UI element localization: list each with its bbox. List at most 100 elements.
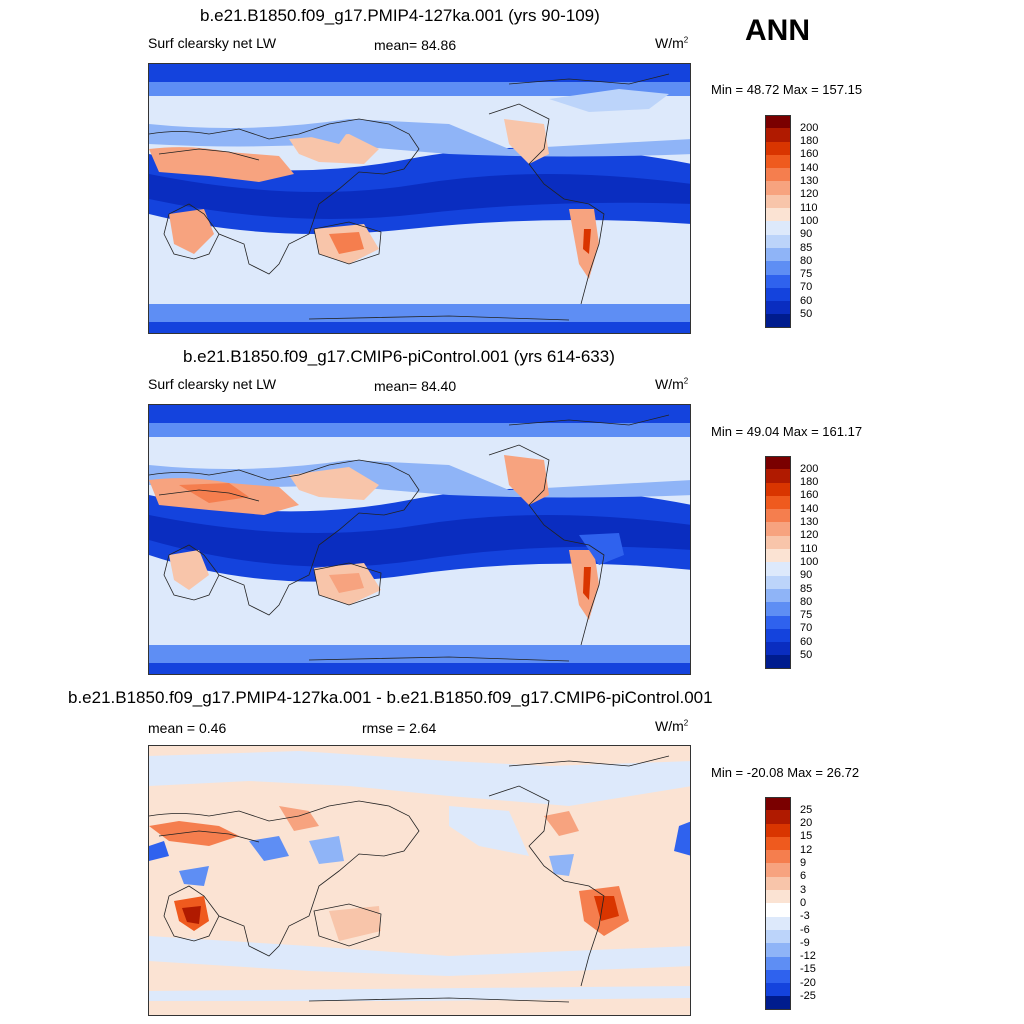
panel-1-mean-label: mean= 84.86 (374, 37, 457, 53)
colorbar-swatch (765, 943, 791, 957)
colorbar-tick-label: 85 (800, 241, 813, 254)
colorbar-swatch (765, 602, 791, 616)
colorbar-tick-label: 90 (800, 569, 813, 582)
colorbar-tick-label: 120 (800, 529, 819, 542)
colorbar-tick-label: 25 (800, 803, 813, 816)
colorbar-swatch (765, 128, 791, 142)
colorbar-tick-label: -6 (800, 923, 810, 936)
colorbar-swatch (765, 509, 791, 523)
colorbar-swatch (765, 234, 791, 248)
colorbar-swatch (765, 797, 791, 811)
colorbar-swatch (765, 562, 791, 576)
panel-2-map (148, 404, 691, 675)
colorbar-tick-label: 100 (800, 214, 819, 227)
colorbar-swatch (765, 983, 791, 997)
panel-3-units: W/m2 (655, 718, 689, 734)
colorbar-swatch (765, 549, 791, 563)
colorbar-swatch (765, 287, 791, 302)
panel-1-minmax: Min = 48.72 Max = 157.15 (711, 82, 863, 97)
colorbar-swatch (765, 876, 791, 891)
colorbar-swatch (765, 181, 791, 195)
colorbar-swatch (765, 314, 791, 328)
colorbar-tick-label: -3 (800, 910, 810, 923)
colorbar-tick-label: 180 (800, 135, 819, 148)
colorbar-tick-label: 85 (800, 582, 813, 595)
colorbar-tick-label: 200 (800, 462, 819, 475)
panel-2-mean-label: mean= 84.40 (374, 378, 457, 394)
colorbar-swatch (765, 863, 791, 877)
colorbar-swatch (765, 522, 791, 536)
colorbar-swatch (765, 194, 791, 209)
panel-1-units: W/m2 (655, 35, 689, 51)
panel-2-minmax: Min = 49.04 Max = 161.17 (711, 424, 863, 439)
panel-2-units: W/m2 (655, 376, 689, 392)
colorbar-swatch (765, 810, 791, 824)
panel-3-minmax: Min = -20.08 Max = 26.72 (711, 765, 860, 780)
colorbar-swatch (765, 469, 791, 483)
colorbar-swatch (765, 482, 791, 496)
colorbar-tick-label: 60 (800, 294, 813, 307)
colorbar-swatch (765, 221, 791, 235)
colorbar-tick-label: 80 (800, 254, 813, 267)
colorbar-swatch (765, 642, 791, 656)
colorbar-tick-label: 80 (800, 595, 813, 608)
panel-2-colorbar (765, 456, 791, 669)
colorbar-swatch (765, 575, 791, 589)
colorbar-tick-label: 70 (800, 622, 813, 635)
colorbar-tick-label: 120 (800, 188, 819, 201)
colorbar-tick-label: 180 (800, 476, 819, 489)
colorbar-swatch (765, 535, 791, 550)
colorbar-swatch (765, 836, 791, 851)
colorbar-tick-label: -15 (800, 963, 816, 976)
panel-1-variable-label: Surf clearsky net LW (148, 35, 277, 51)
colorbar-swatch (765, 903, 791, 917)
colorbar-swatch (765, 655, 791, 669)
panel-2-variable-label: Surf clearsky net LW (148, 376, 277, 392)
colorbar-tick-label: -12 (800, 950, 816, 963)
colorbar-swatch (765, 588, 791, 603)
colorbar-swatch (765, 996, 791, 1010)
colorbar-tick-label: 200 (800, 121, 819, 134)
colorbar-tick-label: 3 (800, 883, 807, 896)
colorbar-tick-label: 90 (800, 228, 813, 241)
colorbar-tick-label: 60 (800, 635, 813, 648)
colorbar-tick-label: 20 (800, 817, 813, 830)
panel-1-title: b.e21.B1850.f09_g17.PMIP4-127ka.001 (yrs… (200, 6, 600, 25)
panel-3-map (148, 745, 691, 1016)
colorbar-swatch (765, 929, 791, 944)
colorbar-tick-label: 140 (800, 161, 819, 174)
colorbar-tick-label: 15 (800, 830, 813, 843)
colorbar-swatch (765, 495, 791, 510)
colorbar-tick-label: 50 (800, 649, 813, 661)
colorbar-tick-label: 160 (800, 489, 819, 502)
panel-3-colorbar (765, 797, 791, 1010)
colorbar-tick-label: 12 (800, 843, 813, 856)
colorbar-tick-label: -20 (800, 976, 816, 989)
colorbar-tick-label: -9 (800, 936, 810, 949)
panel-3-mean-label: mean = 0.46 (148, 720, 227, 736)
panel-3-rmse-label: rmse = 2.64 (362, 720, 437, 736)
colorbar-swatch (765, 247, 791, 262)
colorbar-swatch (765, 141, 791, 155)
colorbar-swatch (765, 615, 791, 629)
colorbar-tick-label: 70 (800, 281, 813, 294)
colorbar-tick-label: 110 (800, 201, 818, 214)
panel-3-title: b.e21.B1850.f09_g17.PMIP4-127ka.001 - b.… (68, 688, 713, 707)
season-label: ANN (745, 14, 810, 47)
colorbar-swatch (765, 956, 791, 970)
colorbar-swatch (765, 274, 791, 288)
colorbar-tick-label: 130 (800, 175, 819, 187)
colorbar-swatch (765, 916, 791, 930)
colorbar-swatch (765, 261, 791, 275)
colorbar-swatch (765, 115, 791, 129)
colorbar-swatch (765, 208, 791, 222)
colorbar-swatch (765, 154, 791, 169)
colorbar-tick-label: 140 (800, 502, 819, 515)
colorbar-swatch (765, 823, 791, 837)
colorbar-swatch (765, 628, 791, 643)
colorbar-tick-label: 9 (800, 857, 807, 869)
colorbar-swatch (765, 969, 791, 984)
colorbar-tick-label: 160 (800, 148, 819, 161)
colorbar-swatch (765, 456, 791, 470)
panel-1-map (148, 63, 691, 334)
